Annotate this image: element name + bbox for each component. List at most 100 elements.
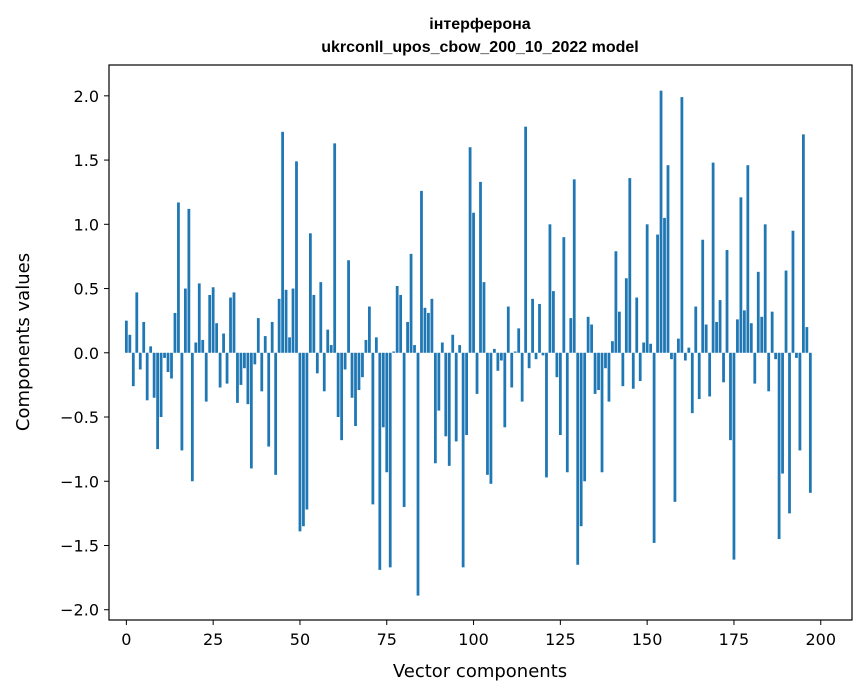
bar-component-100 — [472, 212, 475, 353]
bar-component-22 — [201, 339, 205, 353]
bar-component-123 — [552, 291, 555, 353]
bar-component-171 — [718, 300, 722, 353]
bar-component-106 — [493, 348, 496, 353]
chart-title-line2: ukrconll_upos_cbow_200_10_2022 model — [321, 39, 638, 56]
bar-component-70 — [368, 306, 371, 353]
bar-component-111 — [510, 352, 514, 388]
bar-component-190 — [784, 270, 788, 353]
bar-component-5 — [142, 321, 146, 353]
y-tick-label: 1.0 — [74, 215, 99, 234]
bar-component-35 — [246, 352, 250, 405]
bar-component-127 — [565, 352, 569, 473]
bar-component-75 — [385, 352, 389, 473]
bar-component-131 — [579, 352, 583, 527]
bar-component-3 — [135, 292, 139, 353]
bar-component-144 — [624, 278, 628, 353]
bar-component-168 — [708, 352, 712, 397]
bar-component-48 — [291, 288, 295, 353]
bar-component-104 — [486, 352, 489, 475]
bar-component-140 — [611, 341, 614, 353]
bar-component-9 — [156, 352, 159, 450]
bar-component-44 — [277, 298, 281, 353]
bar-component-142 — [617, 311, 621, 353]
bar-component-145 — [628, 178, 632, 353]
bar-component-4 — [138, 352, 142, 370]
bar-component-133 — [586, 316, 590, 353]
bar-component-124 — [555, 352, 559, 378]
bar-component-181 — [753, 352, 757, 384]
bar-component-174 — [729, 352, 732, 441]
bar-component-117 — [531, 298, 534, 353]
bar-component-46 — [284, 289, 288, 353]
bar-component-56 — [319, 282, 323, 353]
bar-component-165 — [697, 352, 701, 400]
bar-component-172 — [722, 352, 725, 383]
bar-component-118 — [534, 352, 538, 360]
bar-component-191 — [788, 352, 791, 514]
bar-component-109 — [503, 352, 507, 428]
bar-component-30 — [229, 297, 232, 353]
bar-component-12 — [166, 352, 170, 373]
bar-component-1 — [128, 334, 132, 353]
bar-component-157 — [670, 352, 673, 360]
bar-component-55 — [315, 352, 319, 374]
bar-component-18 — [187, 208, 191, 353]
bar-component-184 — [763, 224, 767, 353]
bar-component-24 — [208, 294, 212, 353]
bar-component-196 — [805, 327, 809, 353]
bar-component-26 — [215, 323, 219, 353]
bar-component-175 — [732, 352, 736, 560]
bar-component-102 — [479, 181, 482, 353]
bar-component-110 — [506, 306, 510, 353]
bar-component-128 — [569, 318, 573, 353]
bar-component-138 — [604, 352, 607, 369]
bar-component-134 — [590, 324, 593, 353]
bar-component-20 — [194, 342, 198, 353]
bar-component-186 — [770, 311, 774, 353]
x-tick-label: 75 — [377, 630, 397, 649]
bar-component-92 — [444, 352, 448, 437]
plot-area-frame — [108, 64, 853, 621]
bar-component-58 — [326, 329, 330, 353]
bar-component-120 — [541, 352, 545, 356]
bar-component-7 — [149, 346, 153, 353]
y-tick-label: −1.5 — [60, 536, 99, 555]
bar-component-80 — [402, 352, 406, 507]
x-tick-label: 175 — [719, 630, 750, 649]
y-tick-label: 2.0 — [74, 87, 99, 106]
bar-component-37 — [253, 352, 257, 365]
y-axis-label: Components values — [13, 253, 34, 431]
y-tick-label: −0.5 — [60, 408, 99, 427]
bar-component-34 — [243, 352, 246, 369]
bar-component-182 — [756, 271, 760, 353]
x-tick-label: 100 — [458, 630, 489, 649]
bar-component-139 — [607, 352, 611, 402]
bar-component-158 — [673, 352, 677, 502]
bar-component-170 — [715, 321, 718, 353]
y-axis-ticks: −2.0 −1.5 −1.0 −0.5 0.0 0.5 1.0 1.5 2.0 — [60, 87, 109, 620]
bar-component-14 — [173, 312, 177, 353]
bar-component-159 — [677, 338, 680, 353]
bar-component-97 — [461, 352, 465, 568]
y-tick-label: −1.0 — [60, 472, 99, 491]
bar-component-178 — [742, 310, 746, 353]
bar-component-101 — [475, 352, 479, 394]
bar-component-167 — [704, 324, 708, 353]
bar-component-10 — [159, 352, 163, 418]
bar-component-33 — [239, 352, 243, 385]
bar-component-114 — [520, 352, 524, 402]
bar-component-141 — [614, 251, 618, 353]
bar-component-150 — [645, 224, 649, 353]
bar-component-122 — [548, 224, 552, 353]
bar-component-41 — [267, 352, 271, 447]
bar-component-50 — [298, 352, 302, 532]
chart-title-line1: інтерферона — [429, 16, 531, 33]
bar-component-77 — [392, 351, 396, 353]
bar-component-95 — [454, 352, 458, 442]
bar-component-86 — [423, 307, 427, 353]
bar-component-149 — [642, 342, 646, 353]
bar-component-53 — [308, 233, 312, 353]
bar-component-163 — [690, 352, 694, 414]
bar-component-119 — [538, 303, 541, 353]
bar-component-54 — [312, 294, 316, 353]
